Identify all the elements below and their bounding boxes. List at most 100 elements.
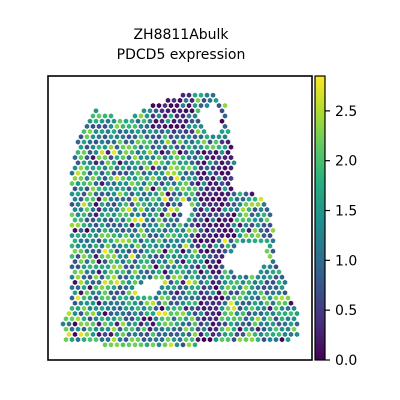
spot bbox=[189, 305, 195, 311]
spot bbox=[219, 305, 225, 311]
spot bbox=[165, 264, 171, 270]
spot bbox=[264, 331, 270, 337]
spot bbox=[237, 222, 243, 228]
spot bbox=[120, 155, 126, 161]
spot bbox=[177, 108, 183, 114]
spot bbox=[246, 196, 252, 202]
spot bbox=[111, 337, 117, 343]
spot bbox=[81, 295, 87, 301]
spot bbox=[210, 269, 216, 275]
spot bbox=[168, 144, 174, 150]
spot bbox=[261, 274, 267, 280]
spot bbox=[78, 144, 84, 150]
spot bbox=[75, 305, 81, 311]
spot bbox=[159, 108, 165, 114]
spot bbox=[207, 222, 213, 228]
spot bbox=[129, 295, 135, 301]
spot bbox=[186, 259, 192, 265]
spot bbox=[264, 248, 270, 254]
spot bbox=[207, 97, 213, 103]
spot bbox=[234, 196, 240, 202]
spot bbox=[81, 243, 87, 249]
spot bbox=[231, 274, 237, 280]
spot bbox=[189, 129, 195, 135]
spot bbox=[294, 321, 300, 327]
spot bbox=[63, 326, 69, 332]
spot bbox=[174, 331, 180, 337]
spot bbox=[75, 274, 81, 280]
spot bbox=[252, 279, 258, 285]
spot bbox=[114, 227, 120, 233]
spot bbox=[213, 274, 219, 280]
spot bbox=[204, 227, 210, 233]
spot bbox=[177, 201, 183, 207]
spot bbox=[192, 279, 198, 285]
spot bbox=[180, 290, 186, 296]
spot bbox=[171, 305, 177, 311]
spot bbox=[99, 118, 105, 124]
spot bbox=[174, 196, 180, 202]
spot bbox=[207, 181, 213, 187]
spot bbox=[222, 207, 228, 213]
spot bbox=[261, 316, 267, 322]
spot bbox=[84, 134, 90, 140]
spot bbox=[237, 305, 243, 311]
spot bbox=[81, 222, 87, 228]
spot bbox=[207, 149, 213, 155]
spot bbox=[156, 290, 162, 296]
spot bbox=[225, 191, 231, 197]
spot bbox=[102, 144, 108, 150]
spot bbox=[192, 331, 198, 337]
spot bbox=[168, 175, 174, 181]
spot bbox=[90, 165, 96, 171]
spot bbox=[87, 264, 93, 270]
spot bbox=[267, 305, 273, 311]
spot bbox=[243, 305, 249, 311]
spot bbox=[189, 285, 195, 291]
spot bbox=[132, 165, 138, 171]
spot bbox=[198, 207, 204, 213]
spot bbox=[210, 238, 216, 244]
spot bbox=[171, 170, 177, 176]
spot bbox=[210, 321, 216, 327]
spot bbox=[102, 113, 108, 119]
spot bbox=[162, 300, 168, 306]
spot bbox=[198, 279, 204, 285]
spot bbox=[186, 248, 192, 254]
spot bbox=[150, 196, 156, 202]
spot bbox=[192, 165, 198, 171]
spot bbox=[141, 170, 147, 176]
spot bbox=[192, 290, 198, 296]
spot bbox=[69, 243, 75, 249]
spot bbox=[150, 227, 156, 233]
spot bbox=[219, 222, 225, 228]
plot-frame bbox=[47, 75, 313, 361]
spot bbox=[168, 227, 174, 233]
spot bbox=[126, 290, 132, 296]
spot bbox=[120, 217, 126, 223]
spot bbox=[93, 243, 99, 249]
spot bbox=[75, 191, 81, 197]
spot bbox=[159, 222, 165, 228]
spot bbox=[93, 201, 99, 207]
spot bbox=[156, 165, 162, 171]
spot bbox=[120, 165, 126, 171]
spot bbox=[249, 326, 255, 332]
spot bbox=[195, 108, 201, 114]
spot bbox=[153, 108, 159, 114]
spot bbox=[147, 170, 153, 176]
spot bbox=[90, 144, 96, 150]
spot bbox=[105, 285, 111, 291]
spot bbox=[105, 129, 111, 135]
spot bbox=[171, 233, 177, 239]
spot bbox=[96, 175, 102, 181]
spot bbox=[105, 191, 111, 197]
spot bbox=[165, 222, 171, 228]
spot bbox=[258, 227, 264, 233]
spot bbox=[267, 326, 273, 332]
spot bbox=[117, 295, 123, 301]
spot bbox=[129, 139, 135, 145]
spot bbox=[273, 295, 279, 301]
spot bbox=[111, 170, 117, 176]
spot bbox=[237, 326, 243, 332]
